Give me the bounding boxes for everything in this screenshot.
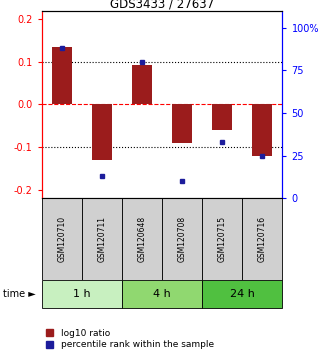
Bar bbox=[252, 104, 273, 156]
Bar bbox=[242, 198, 282, 280]
Text: GSM120715: GSM120715 bbox=[218, 216, 227, 262]
Bar bbox=[202, 280, 282, 308]
Text: GSM120716: GSM120716 bbox=[258, 216, 267, 262]
Bar bbox=[92, 104, 112, 160]
Text: 24 h: 24 h bbox=[230, 289, 255, 299]
Bar bbox=[202, 198, 242, 280]
Title: GDS3433 / 27637: GDS3433 / 27637 bbox=[110, 0, 214, 11]
Text: GSM120648: GSM120648 bbox=[137, 216, 147, 262]
Text: GSM120710: GSM120710 bbox=[57, 216, 66, 262]
Bar bbox=[172, 104, 192, 143]
Bar bbox=[132, 65, 152, 104]
Bar bbox=[52, 47, 72, 104]
Bar bbox=[162, 198, 202, 280]
Bar bbox=[42, 280, 122, 308]
Text: 1 h: 1 h bbox=[73, 289, 91, 299]
Text: GSM120708: GSM120708 bbox=[178, 216, 187, 262]
Text: time ►: time ► bbox=[3, 289, 36, 299]
Bar bbox=[122, 280, 202, 308]
Bar bbox=[212, 104, 232, 130]
Bar bbox=[122, 198, 162, 280]
Text: GSM120711: GSM120711 bbox=[97, 216, 107, 262]
Text: 4 h: 4 h bbox=[153, 289, 171, 299]
Bar bbox=[82, 198, 122, 280]
Bar bbox=[42, 198, 82, 280]
Legend: log10 ratio, percentile rank within the sample: log10 ratio, percentile rank within the … bbox=[46, 329, 214, 349]
